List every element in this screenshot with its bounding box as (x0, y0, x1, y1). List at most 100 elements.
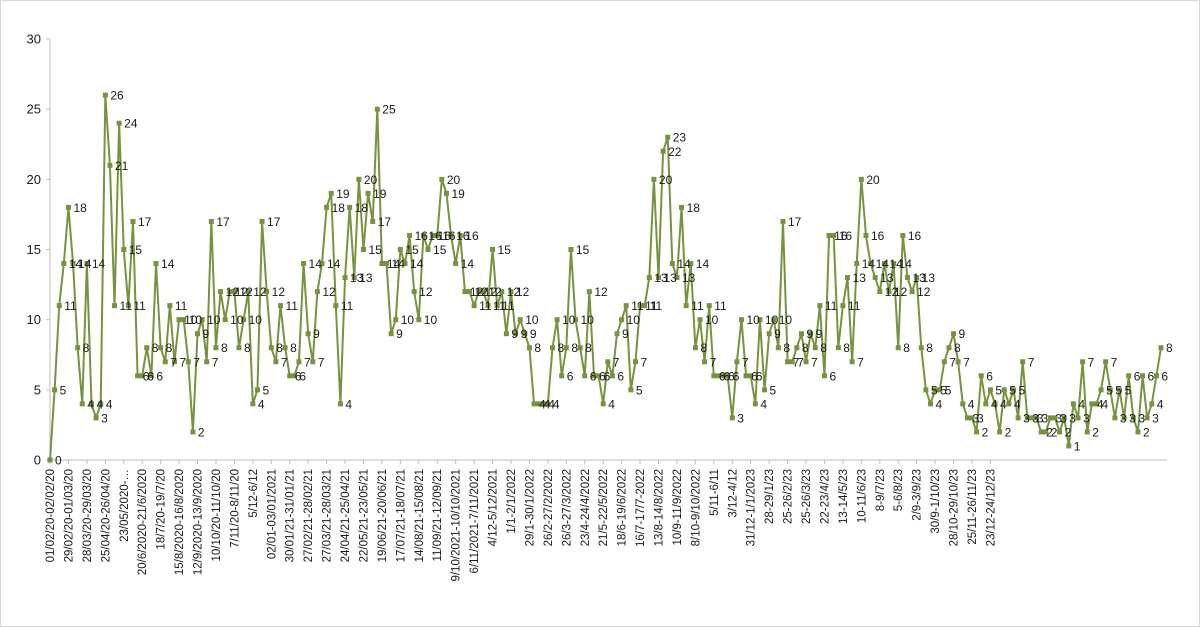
x-tick-label: 01/02/20-02/02/20 (45, 469, 57, 562)
data-label: 5 (770, 383, 777, 397)
x-tick-label: 25/11-26/11/23 (967, 469, 979, 545)
data-label: 7 (793, 355, 800, 369)
data-label: 18 (332, 201, 346, 215)
data-point (586, 289, 592, 295)
data-label: 11 (341, 299, 354, 313)
data-point (370, 218, 376, 224)
data-point (826, 232, 832, 238)
x-tick-label: 21/5-22/5/2022 (598, 469, 610, 546)
data-label: 16 (839, 229, 853, 243)
data-point (277, 303, 283, 309)
x-tick-label: 22-23/4/23 (819, 469, 831, 524)
data-point (789, 359, 795, 365)
data-label: 16 (442, 229, 456, 243)
data-label: 9 (622, 327, 629, 341)
data-label: 7 (1028, 355, 1035, 369)
x-tick-label: 10/9-11/9/2022 (672, 469, 684, 546)
x-tick-label: 9/10/2021-10/10/2021 (451, 469, 463, 582)
y-tick-label: 10 (27, 312, 41, 327)
data-label: 4 (991, 397, 998, 411)
data-point (702, 359, 708, 365)
data-point (56, 303, 62, 309)
data-label: 22 (668, 145, 682, 159)
data-points (47, 92, 1164, 463)
data-point (775, 345, 781, 351)
data-point (250, 401, 256, 407)
data-label: 4 (96, 397, 103, 411)
data-label: 6 (567, 369, 574, 383)
data-label: 19 (373, 187, 387, 201)
data-label: 13 (853, 271, 867, 285)
data-label: 20 (364, 173, 378, 187)
data-label: 4 (544, 397, 551, 411)
data-label: 11 (825, 299, 838, 313)
data-label: 10 (424, 313, 438, 327)
data-label: 17 (378, 215, 392, 229)
data-point (992, 401, 998, 407)
x-tick-label: 29/1-30/1/2022 (524, 469, 536, 546)
data-point (379, 261, 385, 267)
data-point (891, 261, 897, 267)
data-label: 11 (285, 299, 298, 313)
data-point (1103, 359, 1109, 365)
data-label: 3 (1055, 411, 1062, 425)
data-label: 16 (415, 229, 429, 243)
data-label: 14 (161, 257, 175, 271)
data-point (582, 373, 588, 379)
data-point (1140, 373, 1146, 379)
data-label: 2 (1051, 425, 1058, 439)
data-label: 15 (129, 243, 143, 257)
data-label: 8 (276, 341, 283, 355)
data-label: 6 (143, 369, 150, 383)
data-label: 2 (198, 425, 205, 439)
data-label: 4 (1000, 397, 1007, 411)
data-label: 3 (737, 411, 744, 425)
data-label: 21 (115, 159, 129, 173)
data-point (1029, 415, 1035, 421)
data-point (1135, 429, 1141, 435)
data-label: 10 (401, 313, 415, 327)
data-point (490, 247, 496, 252)
data-point (453, 261, 459, 267)
x-tick-label: 25-26/3/23 (801, 469, 813, 524)
data-label: 10 (581, 313, 595, 327)
data-point (471, 303, 477, 309)
data-point (725, 373, 731, 379)
data-point (849, 359, 855, 365)
data-label: 9 (530, 327, 537, 341)
x-tick-label: 10-11/6/23 (856, 469, 868, 523)
data-label: 4 (1157, 397, 1164, 411)
data-label: 9 (806, 327, 813, 341)
data-point (563, 345, 569, 351)
data-point (983, 401, 989, 407)
data-point (347, 204, 353, 210)
data-label: 12 (272, 285, 286, 299)
data-point (112, 303, 118, 309)
data-label: 4 (1097, 397, 1104, 411)
data-point (296, 359, 302, 365)
data-point (656, 275, 662, 281)
data-point (301, 261, 307, 267)
data-label: 12 (226, 285, 240, 299)
data-label: 13 (350, 271, 364, 285)
data-label: 2 (1065, 425, 1072, 439)
data-point (978, 373, 984, 379)
data-label: 3 (1083, 411, 1090, 425)
data-point (171, 359, 177, 365)
x-tick-label: 31/12-1/1/2023 (746, 469, 758, 546)
data-label: 11 (175, 299, 188, 313)
data-point (955, 359, 961, 365)
data-label: 16 (438, 229, 452, 243)
data-point (711, 373, 717, 379)
data-label: 3 (977, 411, 984, 425)
data-point (245, 289, 251, 295)
data-label: 11 (120, 299, 133, 313)
x-tick-label: 3/12-4/12 (727, 469, 739, 518)
data-label: 6 (1134, 369, 1141, 383)
data-point (476, 289, 482, 295)
data-point (181, 317, 187, 323)
data-point (393, 317, 399, 323)
data-label: 9 (396, 327, 403, 341)
data-point (688, 261, 694, 267)
